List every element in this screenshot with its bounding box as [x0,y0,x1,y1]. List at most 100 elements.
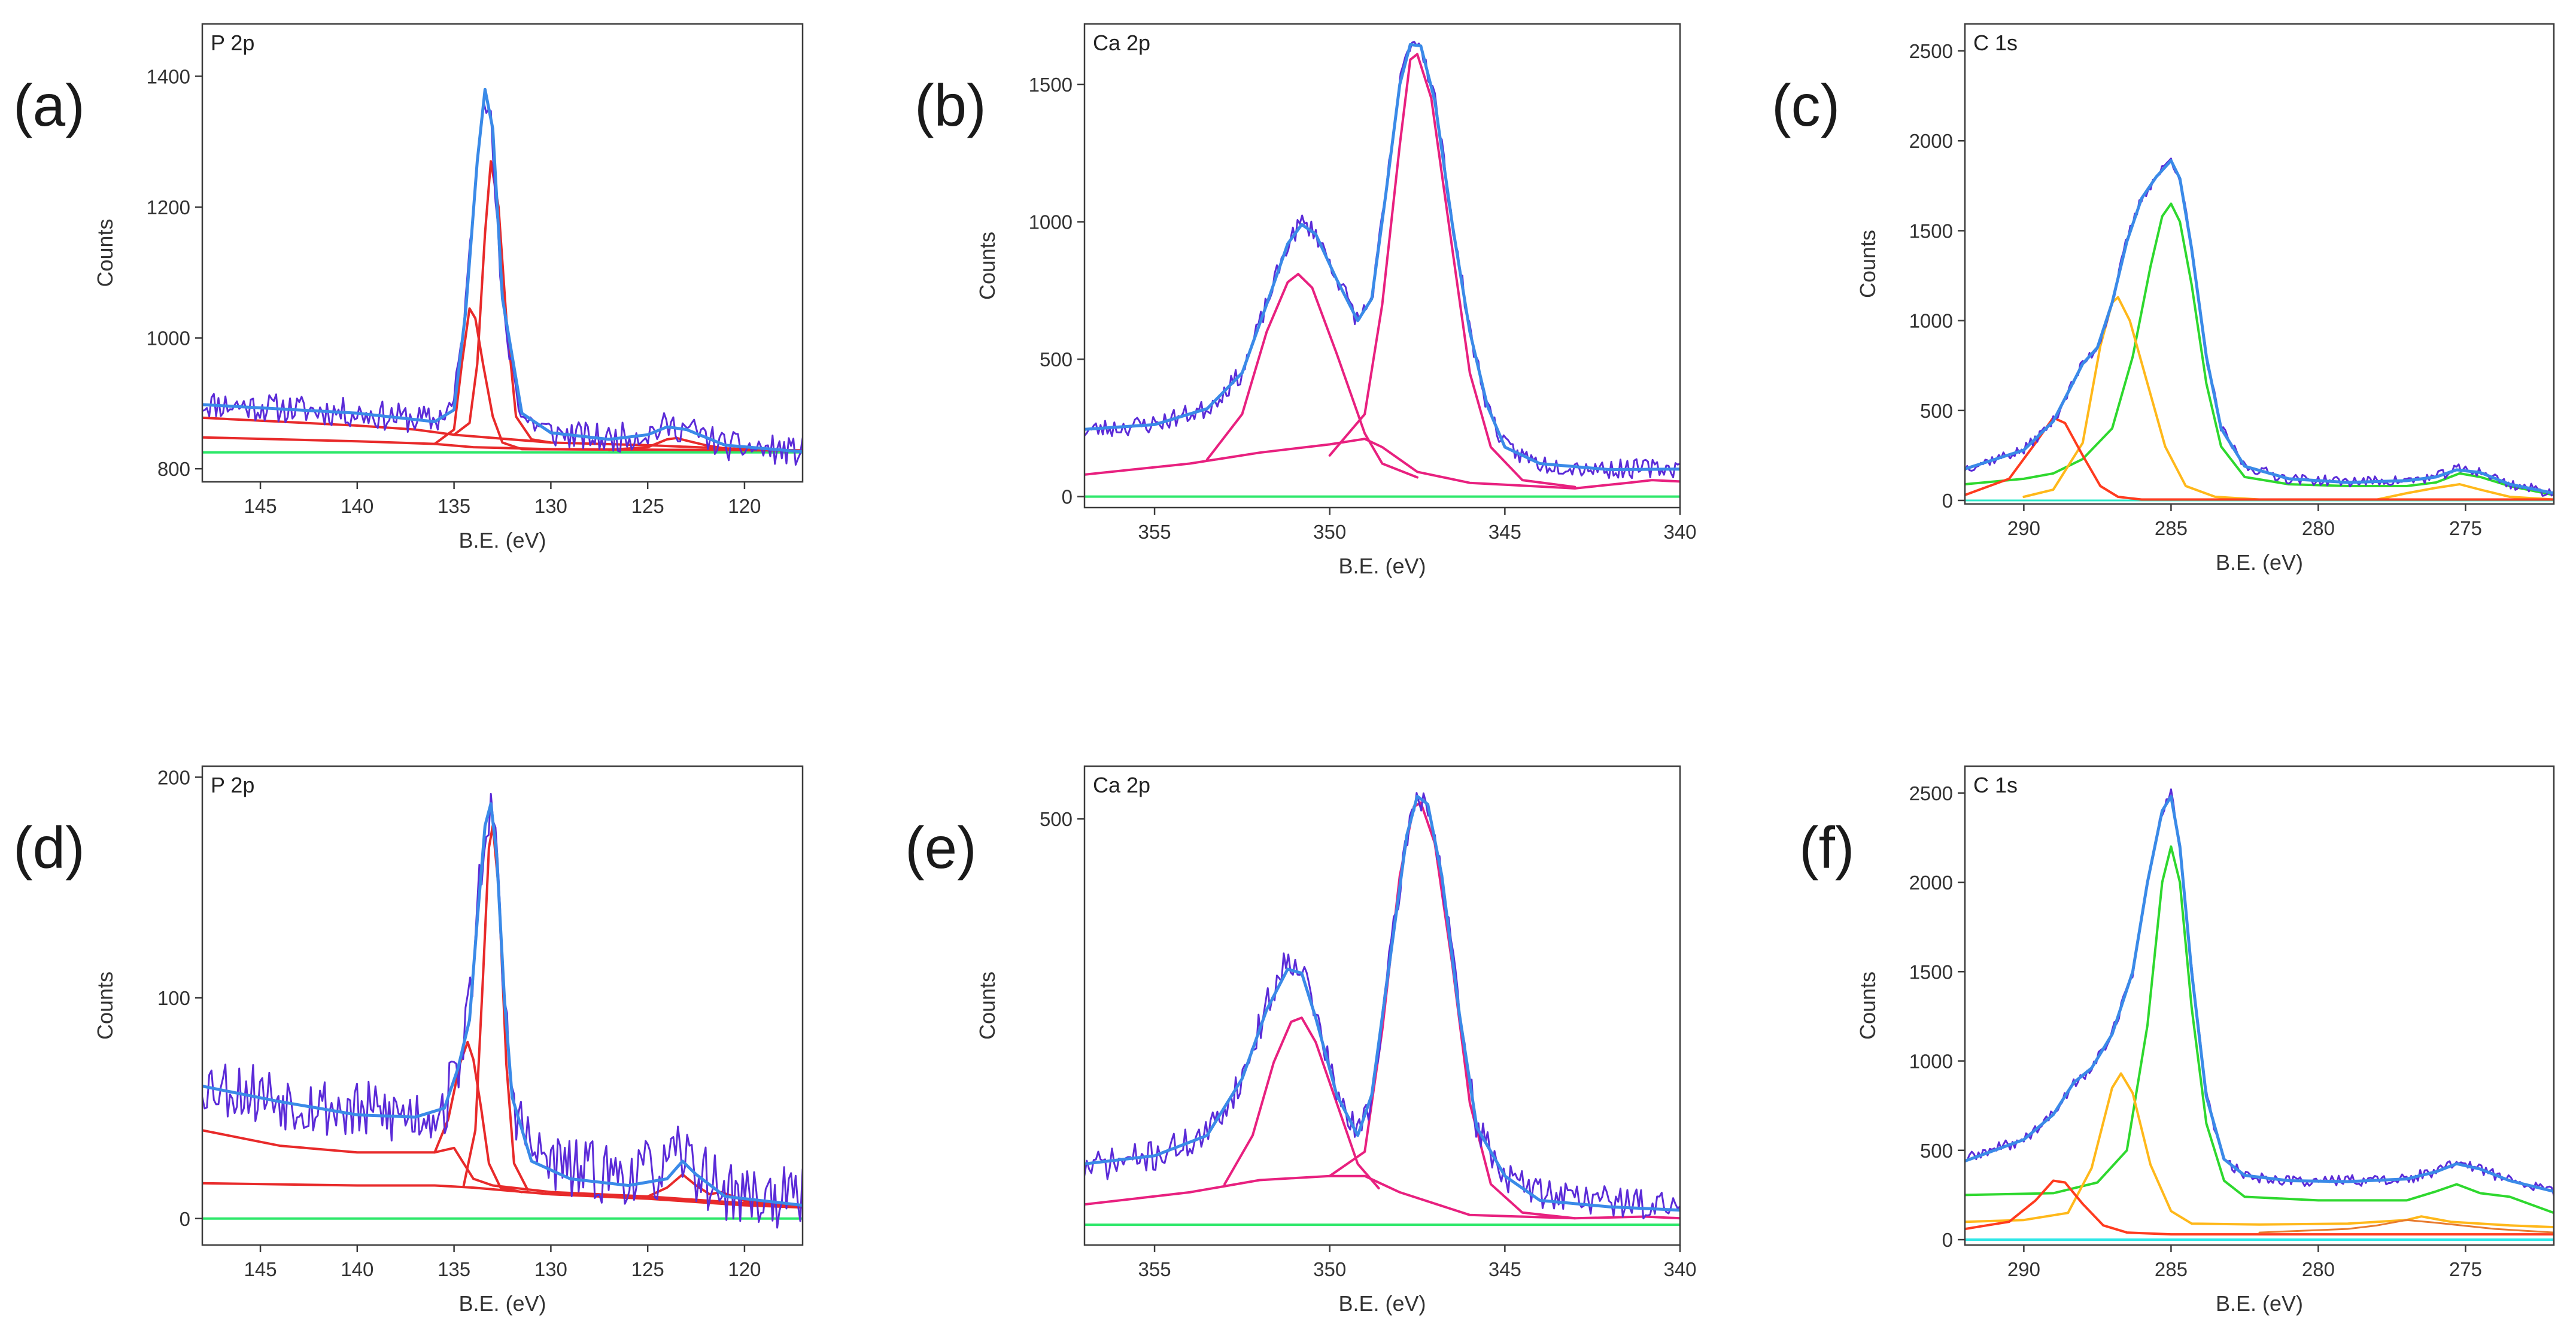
series-raw [1965,157,2554,497]
series-component-1 [433,307,803,452]
y-axis-label: Counts [1855,230,1880,298]
y-tick-label: 2000 [1909,130,1953,152]
x-tick-label: 355 [1138,521,1171,543]
panel-title: C 1s [1973,773,2018,797]
y-tick-label: 1000 [1909,310,1953,332]
x-tick-label: 145 [244,1258,277,1280]
panel-letter: (b) [915,72,986,138]
x-tick-label: 355 [1138,1258,1171,1280]
panel-title: Ca 2p [1093,31,1150,55]
y-axis-label: Counts [975,971,1000,1040]
x-tick-label: 135 [438,495,470,517]
series-component-2 [1328,53,1576,488]
panel-f: (f) 290 285 280 275 0 500 1000 1500 2000 2500 C 1s B… [1799,765,2555,1316]
series-component-orange [1965,1072,2554,1229]
series-envelope [1085,794,1680,1212]
y-axis-label: Counts [93,218,117,287]
y-tick-label: 500 [1040,348,1073,371]
x-tick-label: 120 [728,495,761,517]
series-baseline [202,1129,803,1207]
x-axis-label: B.E. (eV) [1338,554,1426,578]
series-component-1 [433,1040,523,1194]
y-tick-label: 1400 [147,65,190,87]
x-tick-label: 130 [534,495,567,517]
panel-title: C 1s [1973,31,2018,55]
series-baseline-green [1965,202,2554,496]
series-raw [1965,788,2554,1197]
x-tick-label: 345 [1489,1258,1521,1280]
series-component-2 [462,824,529,1191]
plot-area [1085,41,1680,498]
panel-a: (a) 145 140 135 130 125 120 800 1000 1200 1400 P 2p… [13,23,804,552]
x-tick-label: 130 [534,1258,567,1280]
plot-area [202,793,803,1229]
x-tick-label: 135 [438,1258,470,1280]
plot-area [1085,792,1680,1226]
plot-area [1965,788,2554,1241]
series-raw [202,793,803,1229]
plot-frame [1083,23,1681,509]
x-tick-label: 350 [1313,1258,1346,1280]
panel-letter: (e) [905,815,977,881]
series-envelope [202,802,803,1207]
y-tick-label: 800 [157,458,190,480]
series-component-2 [1328,801,1576,1220]
series-component-1 [1205,272,1418,479]
panel-letter: (d) [13,815,85,881]
x-tick-label: 290 [2007,1258,2040,1280]
x-tick-label: 285 [2155,517,2188,539]
series-envelope [202,87,803,454]
x-tick-label: 285 [2155,1258,2188,1280]
x-tick-label: 280 [2302,1258,2335,1280]
series-component-orange [2022,296,2554,501]
plot-frame [1083,765,1681,1246]
plot-area [1965,157,2554,502]
plot-frame [1964,765,2555,1246]
panel-title: P 2p [211,31,254,55]
y-tick-label: 0 [1062,486,1073,508]
y-tick-label: 100 [157,987,190,1009]
series-envelope [1965,159,2554,495]
y-axis-label: Counts [93,971,117,1040]
series-envelope [1965,795,2554,1193]
series-envelope [1085,42,1680,472]
x-tick-label: 340 [1663,1258,1696,1280]
panel-letter: (c) [1772,72,1840,138]
series-component-1 [1223,1016,1380,1190]
series-raw [1085,41,1680,479]
series-raw [1085,792,1680,1220]
y-tick-label: 2500 [1909,782,1953,804]
series-component-red [1965,1179,2554,1236]
series-background [1085,438,1680,490]
series-component-red [1965,416,2554,501]
panel-e: (e) 355 350 345 340 500 Ca 2p B.E. (eV) Counts [905,765,1697,1316]
y-tick-label: 500 [1040,808,1073,830]
x-tick-label: 120 [728,1258,761,1280]
x-tick-label: 350 [1313,521,1346,543]
x-axis-label: B.E. (eV) [458,1291,546,1316]
y-tick-label: 500 [1920,1140,1953,1162]
x-tick-label: 345 [1489,521,1521,543]
y-tick-label: 2500 [1909,40,1953,62]
y-axis-label: Counts [975,232,1000,300]
x-tick-label: 290 [2007,517,2040,539]
y-tick-label: 0 [180,1208,190,1230]
x-tick-label: 125 [631,1258,664,1280]
y-axis-label: Counts [1855,971,1880,1040]
x-tick-label: 340 [1663,521,1696,543]
x-axis-label: B.E. (eV) [458,528,546,552]
x-axis-label: B.E. (eV) [2216,1291,2303,1316]
series-component-brown [2258,1219,2554,1234]
x-tick-label: 275 [2449,1258,2482,1280]
panel-title: Ca 2p [1093,773,1150,797]
plot-area [202,87,803,466]
panel-title: P 2p [211,773,254,797]
plot-frame [201,23,804,483]
y-tick-label: 1000 [147,327,190,350]
x-tick-label: 125 [631,495,664,517]
y-tick-label: 1000 [1909,1050,1953,1073]
plot-frame [201,765,804,1246]
y-tick-label: 1500 [1909,220,1953,242]
x-axis-label: B.E. (eV) [1338,1291,1426,1316]
